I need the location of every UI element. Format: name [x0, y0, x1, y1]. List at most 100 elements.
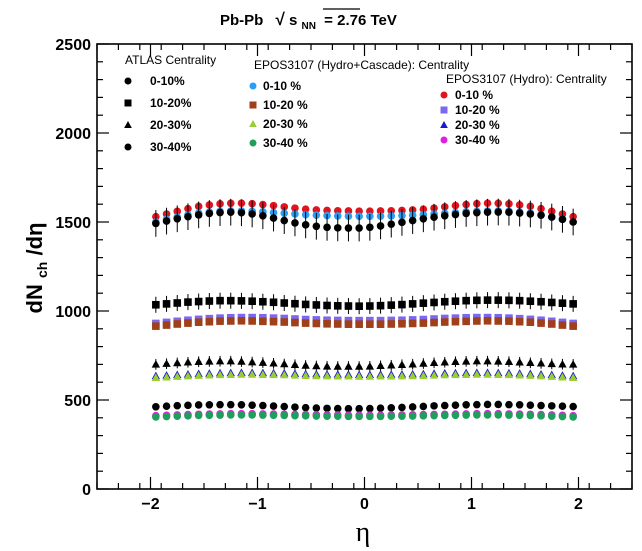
data-point	[183, 371, 193, 380]
data-point	[472, 370, 482, 378]
data-point	[259, 317, 267, 326]
data-point	[473, 208, 481, 217]
data-point	[440, 297, 449, 306]
data-point	[558, 412, 567, 421]
legend-marker	[249, 101, 257, 109]
data-point	[173, 214, 182, 223]
legend-marker	[124, 120, 132, 128]
data-point	[162, 359, 171, 367]
data-point	[537, 211, 545, 220]
data-point	[247, 357, 257, 366]
data-point	[280, 370, 289, 379]
y-axis-label-sub: ch	[34, 262, 50, 278]
legend-entry-label: 10-20 %	[263, 98, 308, 112]
series-epos3107-hydro-30-40-	[152, 409, 577, 420]
legend-marker	[440, 91, 448, 99]
data-point	[515, 317, 524, 326]
data-point	[515, 411, 524, 420]
data-point	[355, 302, 363, 310]
data-point	[505, 208, 513, 217]
data-point	[269, 402, 278, 410]
data-point	[430, 402, 438, 410]
data-point	[430, 318, 438, 327]
data-point	[333, 362, 342, 370]
data-point	[419, 371, 428, 380]
data-point	[215, 370, 225, 379]
data-point	[312, 412, 321, 420]
series-epos3107-hydro-cascade-10-20-	[152, 316, 577, 330]
data-point	[440, 401, 449, 410]
data-point	[515, 209, 524, 217]
data-point	[355, 404, 363, 413]
data-point	[216, 400, 224, 409]
data-point	[280, 318, 289, 326]
data-point	[184, 412, 192, 420]
y-axis-label-tail: /dη	[22, 223, 47, 256]
data-point	[408, 319, 417, 328]
legend-marker	[124, 77, 132, 85]
data-point	[558, 321, 567, 329]
data-point	[162, 217, 171, 225]
data-point	[194, 318, 203, 327]
data-point	[333, 224, 342, 232]
data-point	[301, 205, 310, 213]
data-point	[248, 297, 256, 306]
data-point	[344, 320, 353, 328]
data-point	[259, 211, 267, 220]
data-point	[462, 317, 470, 326]
data-point	[408, 371, 417, 380]
data-point	[408, 300, 417, 308]
data-point	[569, 402, 577, 411]
data-point	[280, 359, 289, 368]
data-point	[558, 215, 567, 224]
data-point	[152, 300, 160, 309]
data-point	[226, 400, 235, 409]
data-point	[387, 412, 396, 420]
data-point	[184, 401, 192, 410]
data-point	[344, 302, 353, 310]
data-point	[258, 370, 268, 378]
data-point	[451, 401, 460, 409]
data-point	[226, 370, 235, 378]
series-atlas-20-30-	[151, 355, 578, 372]
data-point	[323, 301, 331, 310]
data-point	[280, 203, 289, 211]
data-point	[526, 371, 535, 379]
data-point	[152, 413, 160, 421]
data-point	[537, 401, 545, 410]
data-point	[312, 361, 321, 370]
data-point	[354, 362, 364, 370]
data-point	[429, 371, 439, 379]
data-point	[173, 372, 182, 380]
plot-frame	[96, 43, 633, 490]
y-tick-label: 0	[82, 482, 91, 499]
data-point	[247, 370, 257, 378]
data-point	[547, 412, 556, 420]
data-point	[216, 411, 224, 419]
data-point	[216, 296, 224, 305]
data-point	[494, 400, 503, 409]
data-point	[376, 222, 385, 230]
series-epos3107-hydro-0-10-	[152, 199, 577, 221]
data-point	[205, 209, 214, 218]
data-point	[483, 400, 492, 409]
data-point	[473, 296, 481, 305]
data-point	[430, 411, 438, 420]
series-epos3107-hydro-10-20-	[152, 313, 577, 328]
data-point	[173, 320, 182, 328]
data-point	[569, 413, 577, 421]
data-point	[461, 370, 471, 378]
data-point	[216, 317, 224, 325]
data-point	[269, 411, 278, 420]
data-point	[440, 318, 449, 326]
data-point	[312, 319, 321, 328]
data-point	[483, 356, 492, 365]
data-point	[173, 299, 182, 307]
data-point	[173, 412, 182, 420]
data-point	[269, 298, 278, 307]
data-point	[322, 361, 332, 370]
series-epos3107-hydro-cascade-30-40-	[152, 411, 577, 421]
data-point	[290, 360, 300, 368]
